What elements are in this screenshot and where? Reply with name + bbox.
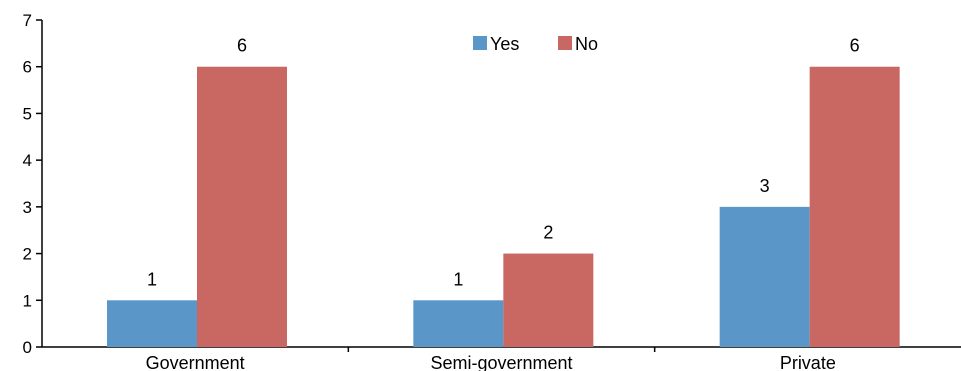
y-tick-label: 3 [23, 198, 32, 217]
bar-no-private [809, 66, 900, 347]
legend-label: No [575, 34, 598, 54]
x-category-label: Government [146, 353, 245, 371]
y-tick-label: 4 [23, 151, 32, 170]
bars [107, 66, 900, 347]
y-tick-label: 0 [23, 338, 32, 357]
y-tick-label: 7 [23, 11, 32, 30]
x-axis: Government Semi-government Private [42, 346, 961, 371]
x-category-label: Semi-government [430, 353, 572, 371]
bar-yes-semi-government [413, 300, 504, 347]
legend-label: Yes [490, 34, 519, 54]
data-label: 6 [237, 36, 247, 56]
y-tick-label: 1 [23, 291, 32, 310]
data-label: 2 [543, 223, 553, 243]
y-tick-label: 6 [23, 58, 32, 77]
legend-swatch-yes [473, 36, 487, 50]
legend: Yes No [473, 34, 598, 54]
data-label: 6 [850, 36, 860, 56]
data-label: 1 [453, 269, 463, 289]
bar-yes-private [719, 206, 810, 347]
y-axis: 0 1 2 3 4 5 6 7 [23, 11, 43, 357]
legend-swatch-no [558, 36, 572, 50]
y-tick-label: 5 [23, 104, 32, 123]
data-label: 3 [760, 176, 770, 196]
data-labels: 1 6 1 2 3 6 [147, 36, 860, 290]
bar-no-semi-government [503, 253, 594, 347]
bar-yes-government [107, 300, 197, 347]
data-label: 1 [147, 269, 157, 289]
bar-no-government [197, 66, 287, 347]
y-tick-label: 2 [23, 245, 32, 264]
x-category-label: Private [780, 353, 836, 371]
